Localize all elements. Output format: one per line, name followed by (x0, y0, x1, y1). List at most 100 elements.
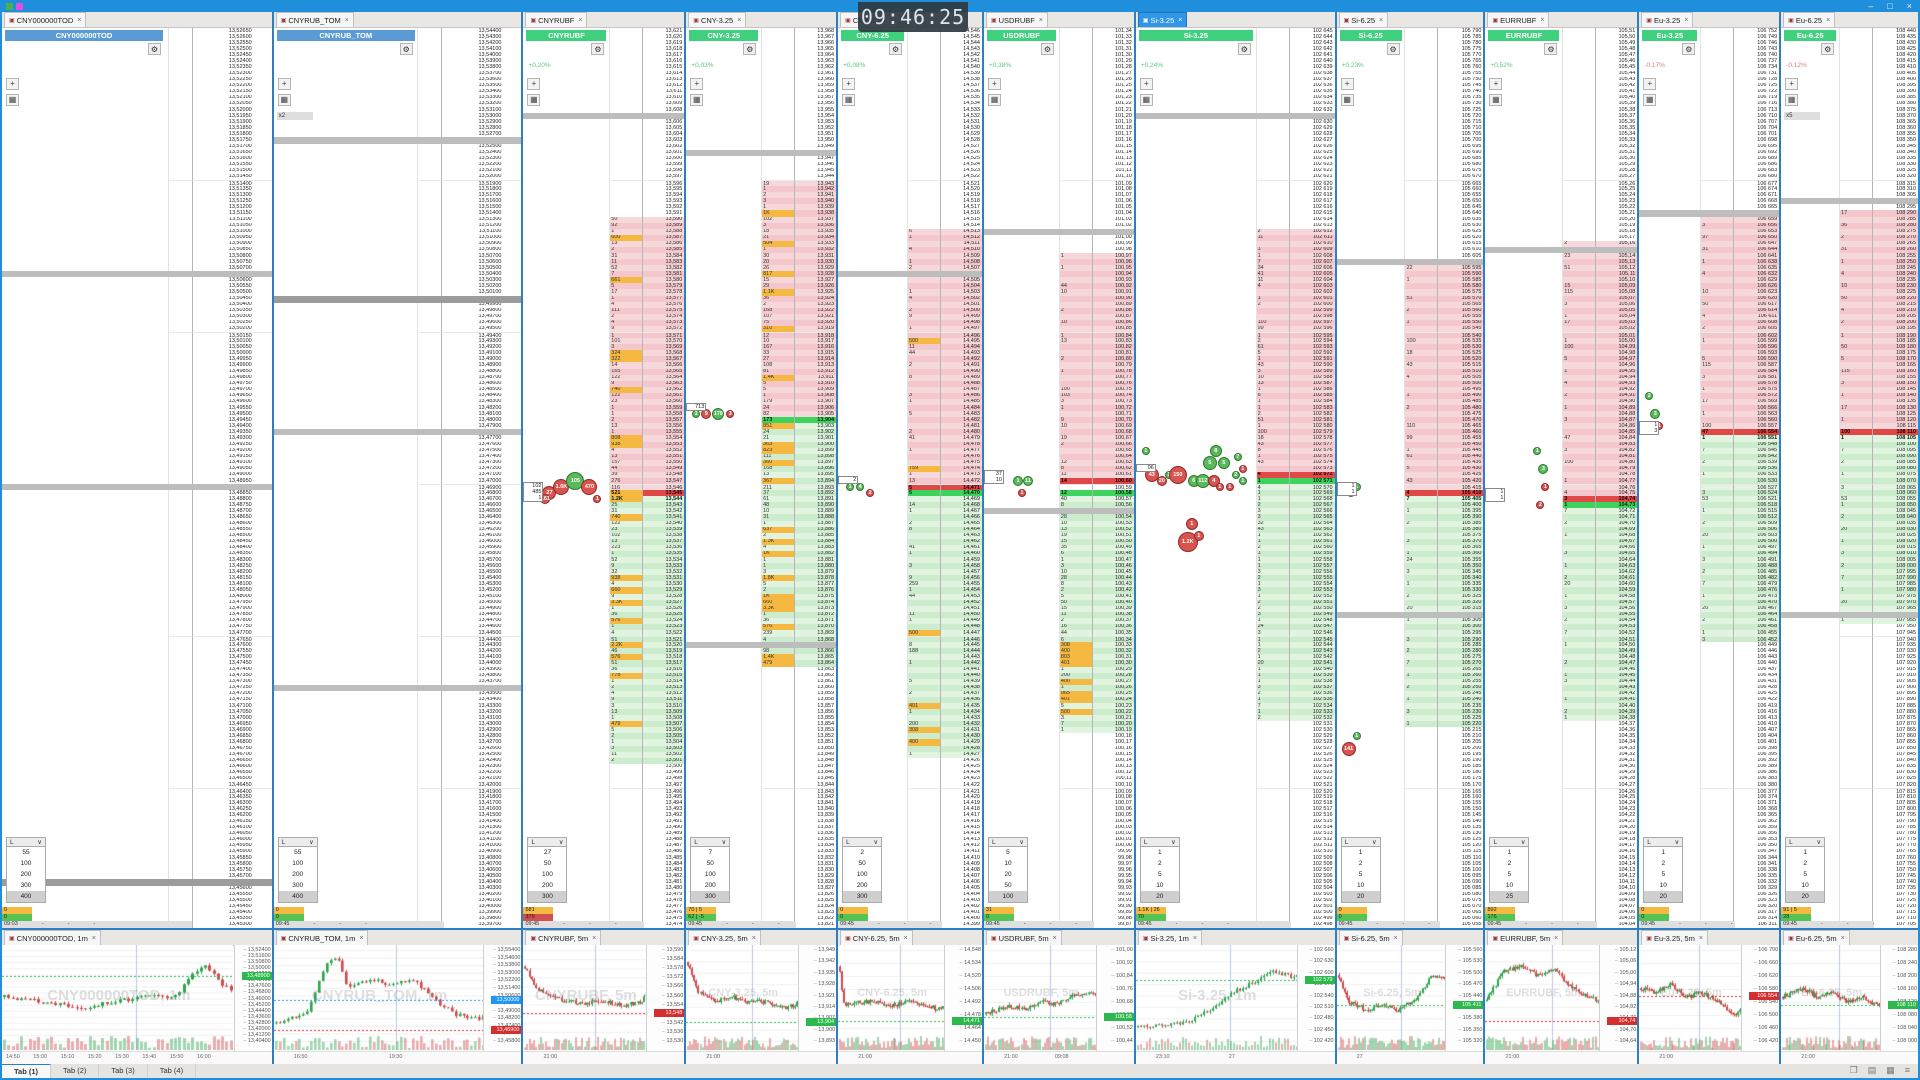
qty-cell[interactable]: 1 (609, 623, 643, 631)
qty-cell[interactable] (609, 180, 643, 187)
tab-close-icon[interactable]: × (1540, 16, 1545, 24)
price-cell[interactable]: 13,46950 (191, 721, 272, 728)
price-cell[interactable]: 13,46900 (191, 727, 272, 734)
ladder-row[interactable]: 13,479 (609, 891, 684, 898)
price-cell[interactable]: 13,46800 (441, 490, 521, 497)
ladder-row[interactable]: 13,499 (609, 769, 684, 776)
price-cell[interactable]: 13,959 (794, 82, 836, 89)
ladder-row[interactable]: 13,53000 (417, 113, 521, 120)
ladder-row[interactable]: 13,49200 (417, 344, 521, 351)
qty-cell[interactable] (417, 775, 441, 783)
qty-cell[interactable] (417, 526, 441, 533)
ladder-row[interactable]: 13,52000 (167, 107, 272, 114)
qty-cell[interactable] (417, 113, 441, 120)
price-cell[interactable]: 13,499 (642, 769, 684, 776)
ladder-row[interactable]: 13,45200 (417, 587, 521, 594)
price-cell[interactable]: 13,930 (794, 259, 837, 266)
qty-cell[interactable]: 239 (761, 630, 795, 637)
ladder-row[interactable]: 13,597 (609, 173, 684, 181)
ladder-row[interactable]: 1 13,908 (761, 392, 837, 399)
ladder-row[interactable]: 13,49600 (417, 319, 521, 326)
price-cell[interactable]: 13,48200 (441, 405, 521, 412)
price-cell[interactable]: 13,853 (794, 727, 836, 734)
qty-cell[interactable] (417, 478, 441, 485)
ladder-row[interactable]: 13,484 (609, 861, 684, 868)
qty-cell[interactable] (417, 125, 441, 132)
ladder-row[interactable]: 13,613 (609, 76, 684, 83)
price-cell[interactable]: 13,47600 (441, 441, 521, 448)
ladder-row[interactable]: 13,54400 (417, 28, 521, 35)
qty-cell[interactable] (167, 715, 192, 722)
price-cell[interactable]: 13,51700 (441, 192, 521, 199)
price-cell[interactable]: 13,573 (642, 319, 685, 326)
qty-cell[interactable]: 32 (609, 569, 643, 576)
price-cell[interactable]: 13,871 (794, 617, 837, 624)
ladder-row[interactable]: 13,861 (761, 678, 836, 685)
ladder-row[interactable]: 107 13,921 (761, 313, 837, 320)
qty-cell[interactable]: 1 (761, 204, 795, 211)
ladder-row[interactable]: 660 13,874 (761, 599, 837, 606)
ladder-row[interactable]: 13,41400 (417, 818, 521, 825)
price-cell[interactable]: 13,51000 (191, 228, 272, 235)
price-cell[interactable]: 13,44900 (441, 605, 521, 612)
ladder-row[interactable]: 1 13,880 (761, 563, 837, 570)
ladder-row[interactable]: 3.3K 13,527 (609, 599, 685, 606)
price-cell[interactable]: 13,43900 (441, 666, 521, 673)
price-cell[interactable]: 13,864 (794, 660, 837, 667)
qty-cell[interactable]: 1 (609, 429, 643, 436)
qty-cell[interactable] (609, 842, 642, 849)
ladder-row[interactable]: 239 13,869 (761, 630, 837, 637)
price-cell[interactable]: 13,874 (794, 599, 837, 606)
price-cell[interactable]: 13,872 (794, 611, 837, 618)
qty-cell[interactable] (167, 246, 192, 253)
qty-cell[interactable] (167, 703, 192, 710)
ladder-row[interactable]: 13,51350 (167, 186, 272, 193)
qty-cell[interactable] (761, 82, 794, 89)
price-cell[interactable]: 13,493 (642, 806, 684, 813)
qty-cell[interactable] (417, 253, 441, 260)
ladder-row[interactable]: 13,46500 (417, 508, 521, 515)
price-cell[interactable]: 13,51450 (191, 173, 272, 181)
ladder-row[interactable]: 3.3K 13,873 (761, 605, 837, 612)
qty-cell[interactable] (417, 915, 441, 922)
ladder-row[interactable]: 21 13,934 (761, 234, 837, 241)
qty-cell[interactable] (609, 204, 642, 211)
qty-cell[interactable] (167, 338, 192, 345)
qty-cell[interactable]: 1 (761, 246, 795, 253)
ladder-row[interactable]: 2 13,505 (609, 733, 685, 740)
price-cell[interactable]: 13,880 (794, 563, 837, 570)
price-cell[interactable]: 13,48500 (191, 532, 272, 539)
qty-cell[interactable]: 9 (609, 380, 643, 387)
qty-cell[interactable] (167, 581, 192, 588)
dom-tab-Eu-3.25[interactable]: ▣ Eu-3.25 × (1641, 12, 1694, 27)
qty-cell[interactable]: 107 (761, 313, 795, 320)
qty-cell[interactable] (609, 186, 642, 193)
qty-cell[interactable] (167, 490, 192, 497)
ladder-row[interactable]: 13,486 (609, 848, 684, 856)
ladder-row[interactable]: 13,45400 (417, 575, 521, 582)
price-cell[interactable]: 13,595 (642, 186, 684, 193)
price-cell[interactable]: 13,52650 (191, 28, 272, 35)
ladder-row[interactable]: 938 13,553 (609, 441, 685, 448)
price-cell[interactable]: 13,51500 (191, 167, 272, 174)
qty-cell[interactable]: 211 (761, 484, 795, 491)
ladder-row[interactable]: 13,47100 (167, 703, 272, 710)
ladder-row[interactable]: 13,52650 (167, 28, 272, 35)
ladder-row[interactable]: 13,46250 (167, 806, 272, 813)
volume-preset-item[interactable]: 2 (1158, 860, 1162, 867)
ladder-row[interactable]: 13,52100 (167, 94, 272, 101)
qty-cell[interactable] (167, 167, 192, 174)
ladder-row[interactable]: 778 13,515 (609, 672, 685, 679)
qty-cell[interactable] (417, 368, 441, 375)
price-cell[interactable]: 13,52200 (441, 161, 521, 168)
ladder-row[interactable]: 661 13,580 (609, 277, 685, 284)
ladder-row[interactable]: 13,488 (609, 836, 684, 843)
qty-cell[interactable] (417, 733, 441, 740)
price-cell[interactable]: 13,47600 (191, 642, 272, 649)
ladder-row[interactable]: 13,46300 (417, 520, 521, 527)
ladder-row[interactable]: 13,39900 (417, 909, 521, 916)
price-cell[interactable]: 13,558 (642, 411, 685, 418)
ladder-row[interactable]: 13,46400 (167, 788, 272, 795)
price-cell[interactable]: 13,911 (794, 374, 837, 381)
qty-cell[interactable] (609, 161, 642, 168)
